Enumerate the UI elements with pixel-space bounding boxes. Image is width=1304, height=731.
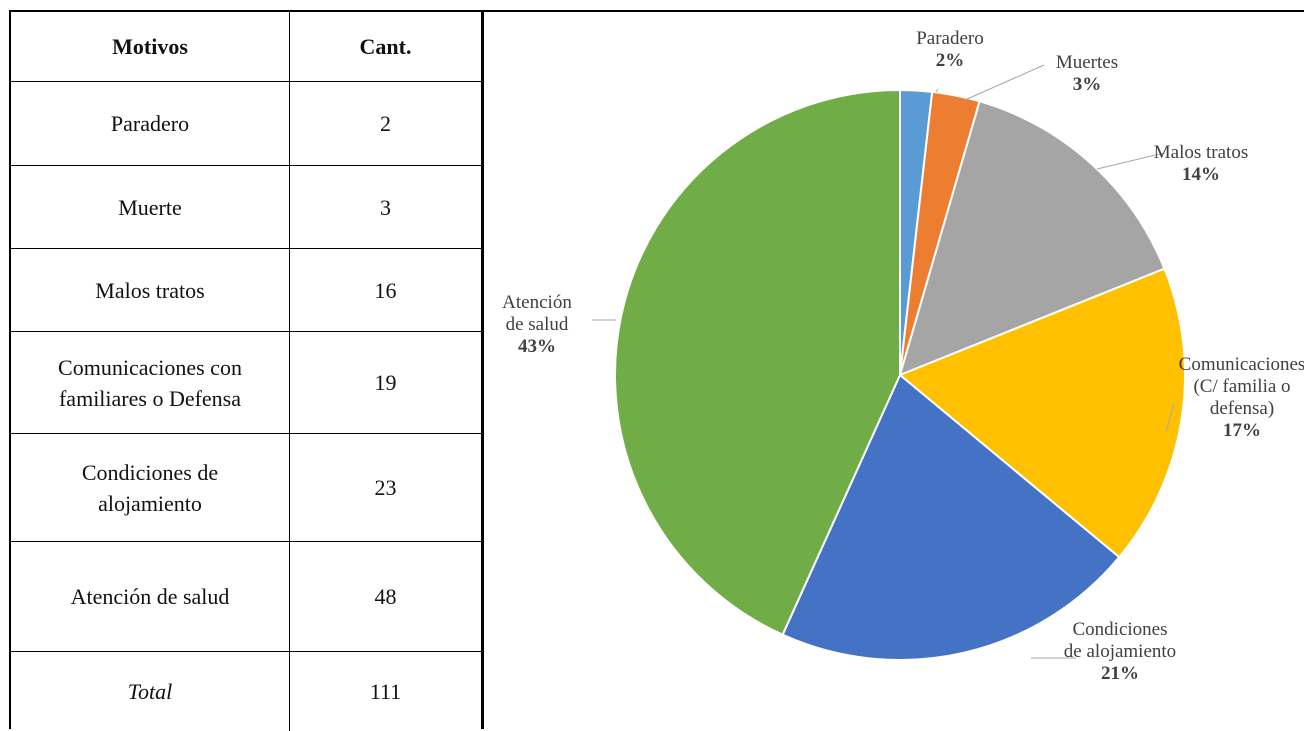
table-row: Muerte 3 bbox=[11, 166, 481, 248]
row-motivo: Muerte bbox=[11, 166, 290, 248]
table-row: Atención de salud 48 bbox=[11, 542, 481, 651]
slice-percent: 2% bbox=[936, 50, 965, 71]
row-cant: 3 bbox=[380, 194, 391, 220]
pie-slice bbox=[781, 373, 1121, 661]
row-motivo: Paradero bbox=[11, 82, 290, 165]
pie-slice bbox=[898, 100, 1166, 377]
row-motivo: Malos tratos bbox=[11, 249, 290, 331]
row-motivo: Condiciones de alojamiento bbox=[11, 434, 290, 541]
leader-line bbox=[935, 88, 939, 93]
slice-label: Comunicaciones (C/ familia o defensa) 17% bbox=[1179, 354, 1304, 441]
slice-percent: 14% bbox=[1182, 164, 1220, 185]
slice-label: Paradero 2% bbox=[916, 28, 984, 71]
table-row: Condiciones de alojamiento 23 bbox=[11, 434, 481, 541]
pie-chart-panel: Paradero 2% Muertes 3% Malos tratos 14% Comuni… bbox=[483, 10, 1304, 729]
slice-label: Muertes 3% bbox=[1056, 52, 1118, 95]
row-cant: 2 bbox=[380, 111, 391, 136]
row-motivo: Comunicaciones con familiares o Defensa bbox=[11, 332, 290, 433]
row-cant: 48 bbox=[374, 584, 397, 609]
row-cant: 23 bbox=[374, 475, 397, 500]
table-row: Malos tratos 16 bbox=[11, 249, 481, 331]
slice-percent: 17% bbox=[1223, 420, 1261, 441]
table-header-row: Motivos Cant. bbox=[11, 12, 481, 81]
table-row: Paradero 2 bbox=[11, 82, 481, 165]
total-label: Total bbox=[11, 652, 290, 731]
slice-label: Malos tratos 14% bbox=[1154, 142, 1248, 185]
table-total-row: Total 111 bbox=[11, 652, 481, 731]
header-motivos: Motivos bbox=[11, 12, 290, 81]
slice-percent: 3% bbox=[1073, 74, 1102, 95]
leader-line bbox=[1096, 152, 1165, 170]
row-motivo: Atención de salud bbox=[11, 542, 290, 651]
pie-slice bbox=[898, 267, 1186, 559]
leader-line bbox=[964, 64, 1045, 101]
motivos-table: Motivos Cant. Paradero 2 Muerte 3 Malos … bbox=[9, 10, 483, 731]
slice-label: Atención de salud 43% bbox=[502, 292, 572, 357]
pie-slice bbox=[614, 88, 901, 637]
slice-percent: 21% bbox=[1101, 663, 1139, 684]
total-cant: 111 bbox=[369, 679, 402, 704]
table-row: Comunicaciones con familiares o Defensa … bbox=[11, 332, 481, 433]
slice-label: Condiciones de alojamiento 21% bbox=[1064, 619, 1176, 684]
row-cant: 16 bbox=[374, 277, 397, 303]
slice-percent: 43% bbox=[518, 336, 556, 357]
header-cant: Cant. bbox=[359, 34, 412, 59]
pie-chart: Paradero 2% Muertes 3% Malos tratos 14% Comuni… bbox=[502, 28, 1304, 684]
leader-line bbox=[1165, 403, 1175, 433]
row-cant: 19 bbox=[374, 370, 397, 395]
